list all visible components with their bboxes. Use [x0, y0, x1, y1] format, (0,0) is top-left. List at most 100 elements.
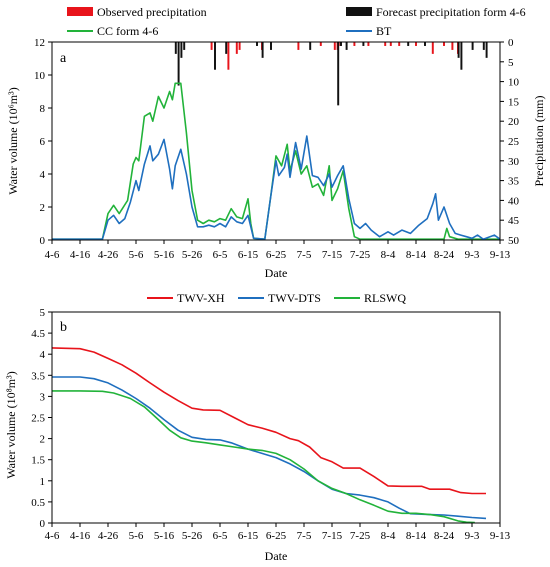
- chart-a-ytick-right-label: 45: [508, 215, 520, 227]
- forecast-precip-bar: [485, 42, 488, 58]
- observed-precip-bar: [227, 42, 230, 70]
- chart-b-xtick-label: 5-26: [182, 530, 203, 542]
- legend-label-rlswq: RLSWQ: [364, 291, 406, 305]
- legend-a: Observed precipitation Forecast precipit…: [67, 5, 526, 38]
- chart-b-xtick-label: 7-25: [350, 530, 371, 542]
- chart-a-ytick-right-label: 35: [508, 176, 520, 188]
- chart-b-xlabel: Date: [265, 549, 288, 563]
- forecast-precip-bar: [362, 42, 365, 46]
- forecast-precip-bar: [270, 42, 272, 50]
- chart-a-xtick-label: 9-13: [490, 249, 511, 261]
- chart-b-ytick-label: 4: [40, 349, 46, 361]
- forecast-precip-bar: [180, 42, 183, 58]
- chart-a-xtick-label: 9-3: [465, 249, 480, 261]
- chart-b-ytick-label: 1.5: [31, 455, 45, 467]
- observed-precip-bar: [451, 42, 454, 50]
- observed-precip-bar: [389, 42, 392, 46]
- chart-b-xtick-label: 4-6: [45, 530, 60, 542]
- forecast-precip-bar: [337, 42, 340, 106]
- forecast-precip-bar: [482, 42, 485, 50]
- chart-b-ytick-label: 2: [40, 434, 46, 446]
- chart-a-xtick-label: 7-5: [297, 249, 312, 261]
- chart-a-panel-label: a: [60, 51, 67, 66]
- observed-precip-bar: [333, 42, 336, 50]
- legend-label-dts: TWV-DTS: [268, 291, 321, 305]
- forecast-precip-bar: [256, 42, 258, 46]
- legend-label-cc: CC form 4-6: [97, 24, 158, 38]
- chart-b-xtick-label: 4-16: [70, 530, 91, 542]
- chart-a-xtick-label: 8-14: [406, 249, 427, 261]
- chart-b-xtick-label: 5-16: [154, 530, 175, 542]
- series-line-twv-xh: [51, 347, 486, 495]
- chart-b-ytick-label: 0: [40, 518, 46, 530]
- chart-b-ytick-label: 2.5: [31, 413, 45, 425]
- chart-a-ytick-right-label: 25: [508, 136, 520, 148]
- chart-a-ytick-right-label: 30: [508, 156, 520, 168]
- chart-b-ytick-label: 3.5: [31, 370, 45, 382]
- chart-a-xtick-label: 6-15: [238, 249, 259, 261]
- legend-label-observed: Observed precipitation: [97, 5, 207, 19]
- chart-a-ytick-right-label: 50: [508, 235, 520, 247]
- chart-b-xtick-label: 8-4: [381, 530, 396, 542]
- observed-precip-bar: [353, 42, 356, 46]
- legend-swatch-observed: [67, 7, 93, 16]
- observed-precip-bar: [235, 42, 238, 54]
- observed-precip-bar: [431, 42, 434, 54]
- series-line-bt: [52, 135, 501, 240]
- chart-a-xtick-label: 8-24: [434, 249, 455, 261]
- chart-a-ytick-right-label: 40: [508, 195, 520, 207]
- chart-b: 4-6 4-16 4-26 5-6 5-16 5-26 6-5 6-15 6-25 7-5 7-15…: [4, 307, 511, 563]
- chart-a: 4-6 4-16 4-26 5-6 5-16 5-26 6-5 6-15 6-25 7-5 7-15…: [6, 37, 546, 280]
- forecast-precip-bar: [407, 42, 410, 46]
- legend-swatch-forecast: [346, 7, 372, 16]
- observed-precip-bar: [210, 42, 213, 50]
- forecast-precip-bar: [460, 42, 463, 70]
- series-line-cc: [52, 82, 500, 240]
- observed-precip-bar: [238, 42, 241, 50]
- forecast-precip-bar: [471, 42, 474, 50]
- chart-b-xtick-label: 9-13: [490, 530, 511, 542]
- forecast-precip-bar: [214, 42, 216, 70]
- legend-label-xh: TWV-XH: [177, 291, 225, 305]
- legend-b: TWV-XH TWV-DTS RLSWQ: [147, 291, 406, 305]
- forecast-precip-bar: [457, 42, 460, 58]
- chart-b-xtick-label: 5-6: [129, 530, 144, 542]
- chart-b-ticks: 4-6 4-16 4-26 5-6 5-16 5-26 6-5 6-15 6-25 7-5 7-15…: [31, 307, 510, 542]
- chart-a-xtick-label: 7-15: [322, 249, 343, 261]
- chart-a-xtick-label: 5-26: [182, 249, 203, 261]
- chart-a-ytick-left-label: 8: [40, 103, 46, 115]
- chart-b-xtick-label: 8-14: [406, 530, 427, 542]
- chart-a-xtick-label: 8-4: [381, 249, 396, 261]
- chart-b-ytick-label: 1: [40, 476, 46, 488]
- chart-a-ytick-left-label: 2: [40, 202, 46, 214]
- chart-a-xtick-label: 5-6: [129, 249, 144, 261]
- forecast-precip-bar: [174, 42, 177, 54]
- chart-b-xtick-label: 7-15: [322, 530, 343, 542]
- forecast-precip-bar: [183, 42, 186, 50]
- chart-a-ytick-left-label: 0: [40, 235, 46, 247]
- chart-b-ylabel: Water volume (10⁸m³): [4, 371, 18, 478]
- chart-b-xtick-label: 6-15: [238, 530, 259, 542]
- forecast-precip-bar: [225, 42, 228, 54]
- chart-a-precip-bars: [174, 42, 488, 106]
- forecast-precip-bar: [424, 42, 426, 46]
- chart-a-ytick-right-label: 5: [508, 57, 514, 69]
- chart-a-ytick-right-label: 10: [508, 77, 520, 89]
- chart-a-ytick-left-label: 12: [34, 37, 45, 49]
- chart-a-ytick-right-label: 0: [508, 37, 514, 49]
- legend-label-bt: BT: [376, 24, 392, 38]
- observed-precip-bar: [297, 42, 300, 50]
- forecast-precip-bar: [177, 42, 180, 86]
- chart-a-xtick-label: 7-25: [350, 249, 371, 261]
- chart-a-ytick-right-label: 15: [508, 96, 520, 108]
- chart-a-ytick-left-label: 4: [40, 169, 46, 181]
- observed-precip-bar: [319, 42, 322, 46]
- chart-a-xtick-label: 6-25: [266, 249, 287, 261]
- chart-b-xtick-label: 4-26: [98, 530, 119, 542]
- forecast-precip-bar: [309, 42, 312, 50]
- observed-precip-bar: [415, 42, 417, 46]
- chart-b-ytick-label: 0.5: [31, 497, 45, 509]
- chart-b-xtick-label: 9-3: [465, 530, 480, 542]
- observed-precip-bar: [384, 42, 387, 46]
- chart-a-frame: [51, 41, 501, 241]
